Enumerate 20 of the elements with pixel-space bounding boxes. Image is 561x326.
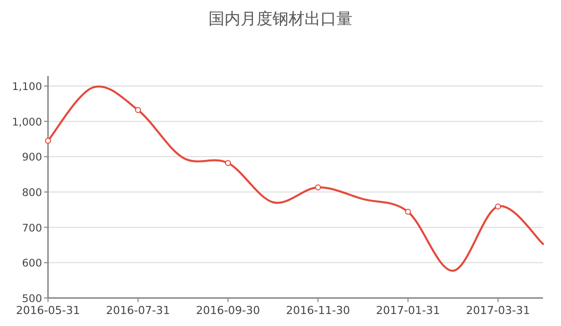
y-tick-label: 900 <box>22 152 42 164</box>
x-tick-label: 2017-03-31 <box>466 304 530 317</box>
point <box>495 203 501 210</box>
point <box>45 138 51 144</box>
y-tick-label: 500 <box>22 293 42 305</box>
y-tick-label: 600 <box>22 258 42 270</box>
x-tick-label: 2016-07-31 <box>106 304 170 317</box>
point <box>315 184 321 190</box>
point <box>405 208 411 215</box>
y-tick-label: 1,100 <box>12 81 42 93</box>
x-tick-label: 2017-01-31 <box>376 304 440 317</box>
x-tick-label: 2016-11-30 <box>286 304 350 317</box>
y-tick-label: 800 <box>22 187 42 199</box>
x-tick-label: 2016-09-30 <box>196 304 260 317</box>
x-tick-label: 2016-05-31 <box>16 304 80 317</box>
point <box>135 107 141 114</box>
y-tick-label: 1,000 <box>12 116 42 128</box>
point <box>225 160 231 166</box>
y-tick-label: 700 <box>22 222 42 234</box>
chart-title: 国内月度钢材出口量 <box>208 9 352 28</box>
